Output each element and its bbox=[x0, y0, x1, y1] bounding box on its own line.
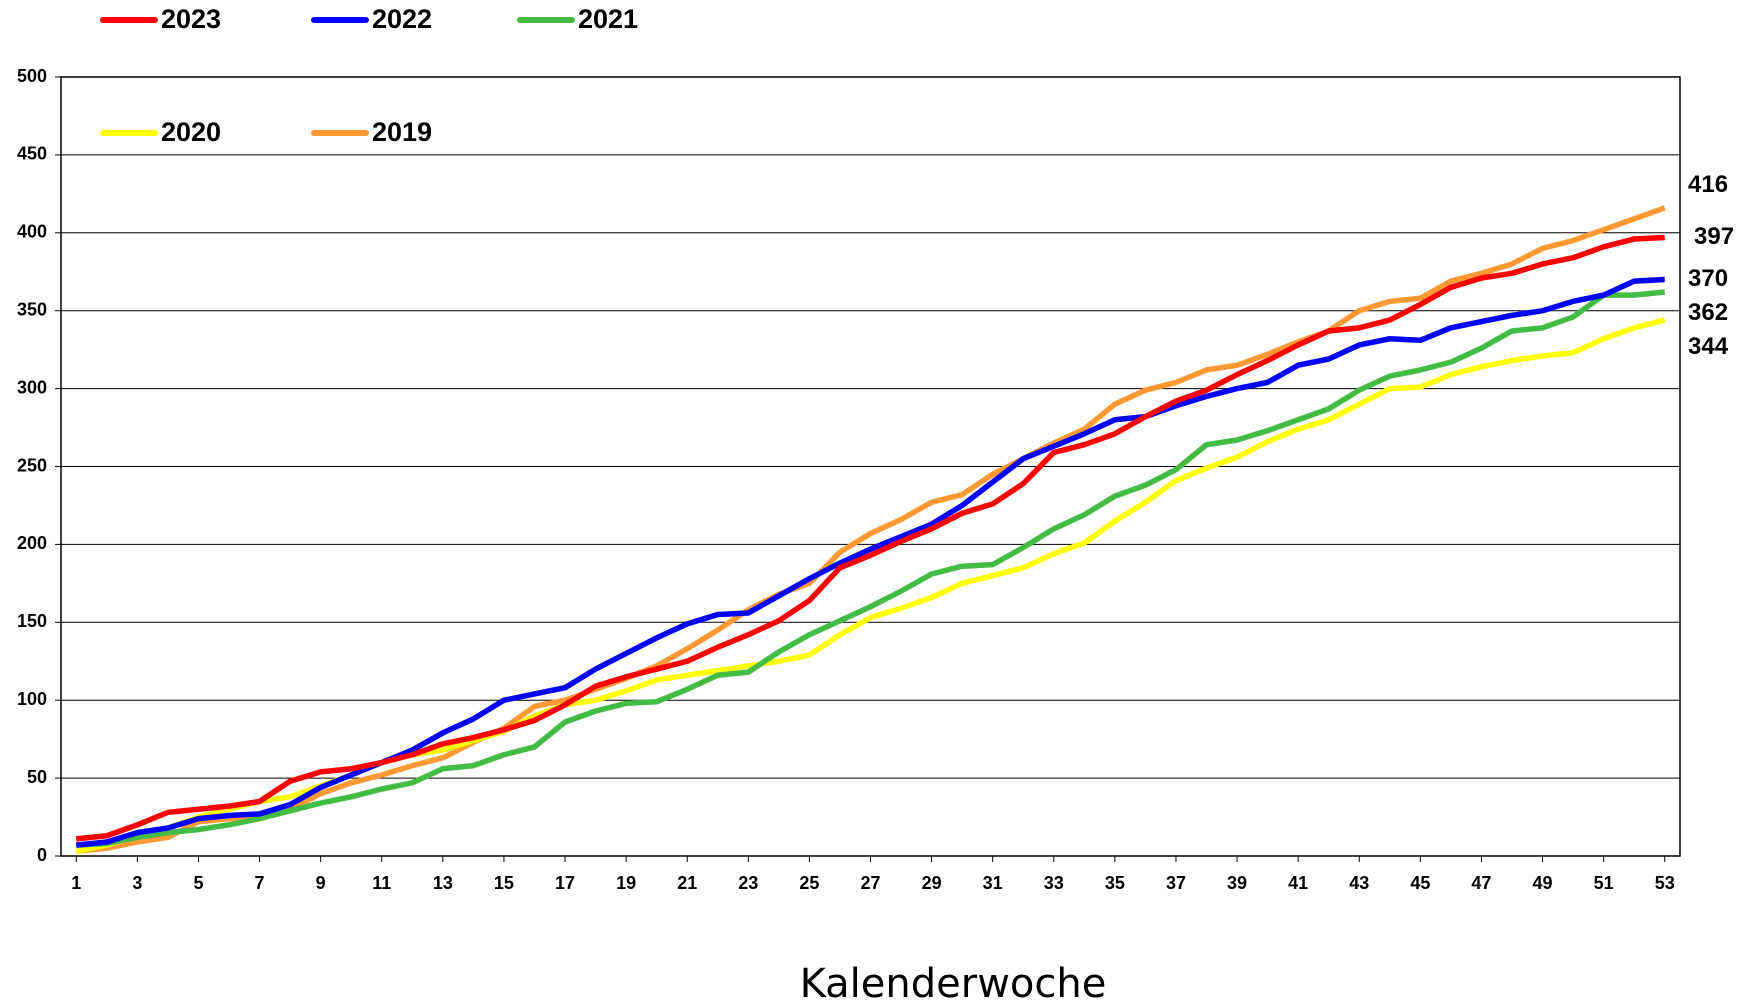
x-tick-label: 3 bbox=[132, 873, 142, 893]
x-tick-label: 27 bbox=[860, 873, 880, 893]
x-tick-label: 41 bbox=[1288, 873, 1308, 893]
end-value-label: 370 bbox=[1688, 265, 1728, 292]
y-tick-label: 200 bbox=[17, 533, 47, 553]
x-axis-label: Kalenderwoche bbox=[800, 961, 1107, 1007]
x-tick-label: 23 bbox=[738, 873, 758, 893]
x-tick-label: 17 bbox=[555, 873, 575, 893]
legend-label: 2022 bbox=[372, 4, 432, 34]
end-value-label: 344 bbox=[1688, 333, 1729, 360]
x-tick-label: 25 bbox=[799, 873, 819, 893]
x-tick-label: 47 bbox=[1471, 873, 1491, 893]
series-line bbox=[75, 205, 1666, 855]
x-tick-label: 31 bbox=[983, 873, 1003, 893]
x-tick-label: 37 bbox=[1166, 873, 1186, 893]
end-value-label: 362 bbox=[1688, 299, 1728, 326]
y-tick-label: 150 bbox=[17, 611, 47, 631]
x-tick-label: 5 bbox=[193, 873, 203, 893]
x-tick-label: 7 bbox=[255, 873, 265, 893]
x-tick-label: 15 bbox=[494, 873, 514, 893]
x-tick-label: 35 bbox=[1105, 873, 1125, 893]
series-line bbox=[76, 289, 1666, 848]
end-value-label: 416 bbox=[1688, 171, 1728, 198]
legend-label: 2020 bbox=[161, 117, 221, 147]
x-tick-label: 49 bbox=[1533, 873, 1553, 893]
x-tick-label: 13 bbox=[433, 873, 453, 893]
y-tick-label: 50 bbox=[27, 767, 47, 787]
legend-label: 2021 bbox=[578, 4, 638, 34]
x-tick-label: 19 bbox=[616, 873, 636, 893]
legend-label: 2023 bbox=[161, 4, 221, 34]
y-tick-label: 500 bbox=[17, 66, 47, 86]
x-tick-label: 51 bbox=[1594, 873, 1614, 893]
x-tick-label: 9 bbox=[316, 873, 326, 893]
end-value-label: 397 bbox=[1694, 223, 1734, 250]
x-tick-label: 21 bbox=[677, 873, 697, 893]
x-tick-label: 39 bbox=[1227, 873, 1247, 893]
y-tick-label: 100 bbox=[17, 689, 47, 709]
y-tick-label: 450 bbox=[17, 144, 47, 164]
x-tick-label: 33 bbox=[1044, 873, 1064, 893]
y-tick-label: 250 bbox=[17, 455, 47, 475]
y-tick-label: 350 bbox=[17, 299, 47, 319]
series-line bbox=[75, 234, 1665, 842]
y-tick-label: 300 bbox=[17, 377, 47, 397]
series-line bbox=[75, 276, 1665, 848]
x-tick-label: 45 bbox=[1410, 873, 1430, 893]
x-tick-label: 53 bbox=[1655, 873, 1675, 893]
x-tick-label: 43 bbox=[1349, 873, 1369, 893]
y-tick-label: 0 bbox=[37, 845, 47, 865]
x-tick-label: 29 bbox=[922, 873, 942, 893]
y-tick-label: 400 bbox=[17, 222, 47, 242]
plot-frame bbox=[60, 76, 1681, 857]
x-tick-label: 1 bbox=[71, 873, 81, 893]
x-tick-label: 11 bbox=[372, 873, 391, 893]
legend-label: 2019 bbox=[372, 117, 432, 147]
